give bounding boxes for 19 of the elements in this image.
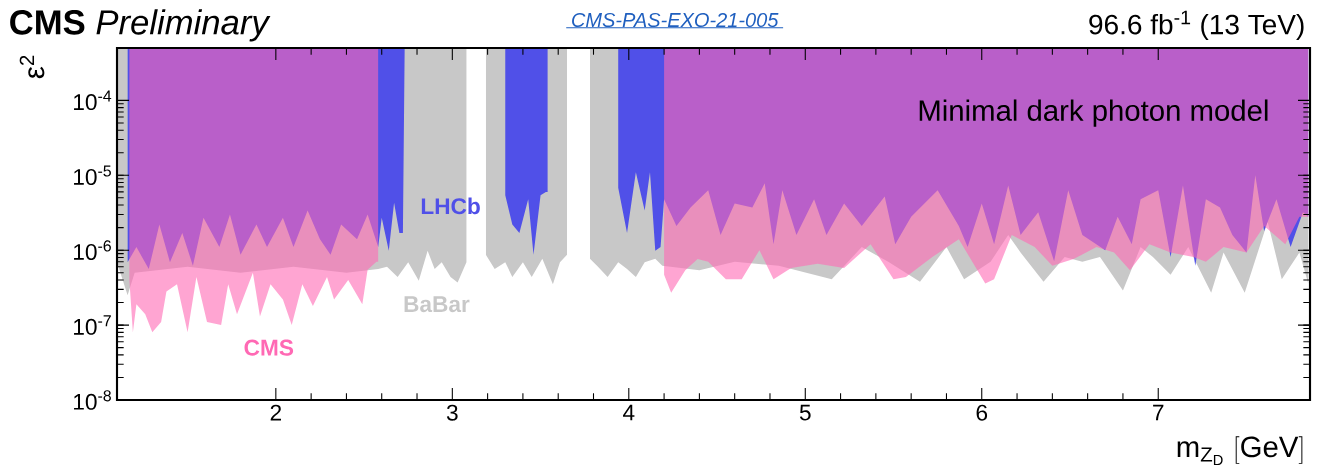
chart-subtitle: CMS-PAS-EXO-21-005 [572, 12, 779, 28]
y-tick-label: 10$^{-5}$ [74, 165, 111, 186]
series-label: LHCb [421, 197, 480, 215]
annotation: Minimal dark photon model [919, 99, 1268, 127]
x-tick-label: 3 [446, 404, 458, 421]
y-tick-label: 10$^{-7}$ [74, 315, 111, 335]
text: 96.6 fb$^{-1}$ (13 TeV) [1089, 10, 1304, 40]
x-tick-label: 5 [799, 404, 811, 421]
series-label: CMS [244, 339, 294, 356]
y-tick-label: 10$^{-6}$ [74, 240, 111, 261]
y-axis-title: ε$^{2}$ [19, 55, 45, 79]
y-tick-label: 10$^{-8}$ [74, 390, 111, 410]
x-tick-label: 2 [270, 404, 281, 421]
x-tick-label: 4 [623, 404, 635, 421]
x-tick-label: 6 [976, 404, 988, 421]
x-axis-title: $\mathrm{m}_{\mathrm{Z}_{\mathrm{D}}}\ [\mathrm{GeV}]$ [1177, 436, 1303, 466]
chart-title: CMS Preliminary [10, 9, 271, 42]
x-tick-label: 7 [1153, 404, 1164, 421]
y-tick-label: 10$^{-4}$ [74, 90, 112, 111]
